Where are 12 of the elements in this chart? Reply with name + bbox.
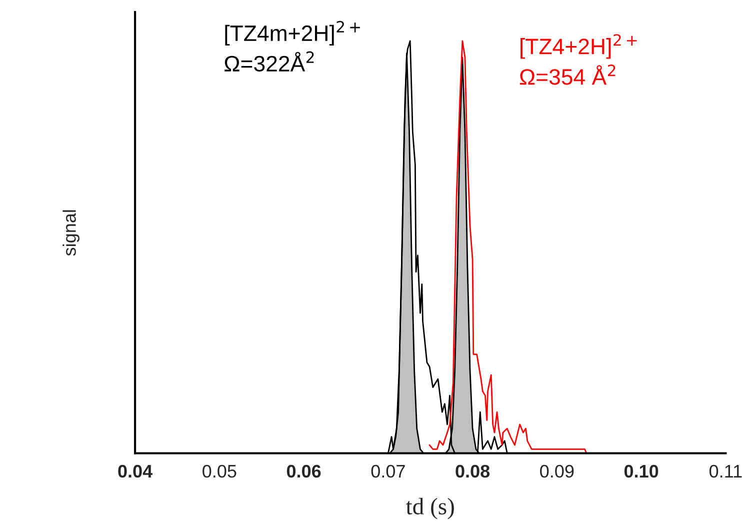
x-tick-label: 0.09 — [540, 464, 574, 478]
x-tick-label: 0.07 — [371, 464, 405, 478]
text: [TZ4+2H]$^{2+}$ Ω=354 Å$^{2}$ — [520, 34, 637, 85]
x-axis-title: td (s) — [406, 498, 454, 520]
y-axis-title: signal — [62, 210, 80, 256]
x-tick-label: 0.06 — [286, 464, 321, 478]
x-tick-label: 0.05 — [202, 464, 236, 478]
x-tick-label: 0.04 — [118, 464, 153, 478]
x-tick-label: 0.08 — [456, 464, 490, 478]
x-tick-label: 0.10 — [624, 464, 658, 478]
x-tick-label: 0.11 — [709, 464, 742, 478]
text: [TZ4m+2H]$^{2+}$ Ω=322Å$^{2}$ — [224, 20, 360, 72]
